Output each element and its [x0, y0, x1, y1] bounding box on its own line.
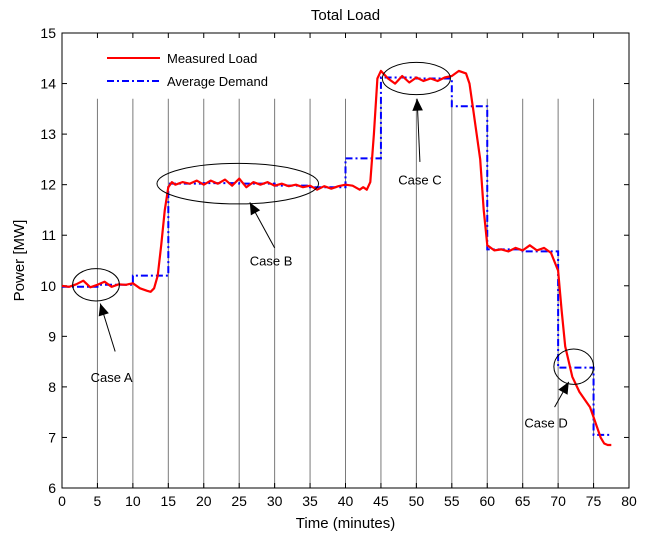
measured-load-line — [61, 69, 612, 447]
annotation-arrowhead — [98, 303, 109, 317]
annotation-ellipse — [156, 162, 320, 205]
annotation-ellipse — [72, 268, 120, 302]
x-axis-label: Time (minutes) — [296, 515, 395, 532]
annotation-label: Case D — [524, 415, 567, 430]
x-tick-label: 20 — [196, 493, 212, 509]
x-tick-label: 45 — [373, 493, 389, 509]
annotation-ellipse — [381, 61, 451, 96]
y-tick-label: 13 — [40, 126, 56, 142]
x-tick-label: 65 — [515, 493, 531, 509]
y-tick-label: 6 — [48, 480, 56, 496]
annotation-label: Case A — [91, 370, 133, 385]
legend: Measured Load Average Demand — [107, 51, 268, 89]
annotation-arrowhead — [412, 98, 423, 111]
vertical-lines-group — [96, 98, 595, 488]
x-tick-label: 80 — [621, 493, 637, 509]
annotation-arrowhead — [558, 381, 569, 395]
x-tick-label: 50 — [409, 493, 425, 509]
x-tick-label: 0 — [58, 493, 66, 509]
annotation-label: Case B — [250, 254, 293, 269]
x-tick-label: 10 — [125, 493, 141, 509]
y-tick-label: 15 — [40, 25, 56, 41]
x-tick-label: 55 — [444, 493, 460, 509]
y-tick-label: 10 — [40, 278, 56, 294]
average-demand-line — [62, 76, 612, 436]
y-tick-label: 8 — [48, 379, 56, 395]
y-axis-label: Power [MW] — [11, 220, 28, 302]
x-tick-label: 25 — [231, 493, 247, 509]
x-tick-label: 5 — [94, 493, 102, 509]
legend-label: Average Demand — [167, 74, 268, 89]
y-tick-label: 12 — [40, 177, 56, 193]
x-tick-label: 70 — [550, 493, 566, 509]
axis-ticks-group: 0 5 10 15 20 25 30 35 40 45 50 55 60 65 70 75 80 6 7 8 9 10 11… — [40, 25, 637, 509]
series-group — [61, 69, 612, 447]
y-tick-label: 9 — [48, 328, 56, 344]
x-tick-label: 75 — [586, 493, 602, 509]
annotation-label: Case C — [398, 173, 441, 188]
y-tick-label: 11 — [41, 227, 56, 243]
annotation-ellipse — [553, 348, 595, 385]
x-tick-label: 40 — [338, 493, 354, 509]
chart-title: Total Load — [311, 7, 380, 24]
x-tick-label: 15 — [161, 493, 177, 509]
legend-label: Measured Load — [167, 51, 257, 66]
x-tick-label: 60 — [479, 493, 495, 509]
y-tick-label: 14 — [40, 76, 56, 92]
x-tick-label: 30 — [267, 493, 283, 509]
y-tick-label: 7 — [48, 429, 56, 445]
x-tick-label: 35 — [302, 493, 318, 509]
annotations-group: Case A Case B Case C Case D — [72, 61, 595, 430]
annotation-arrowhead — [249, 202, 261, 216]
